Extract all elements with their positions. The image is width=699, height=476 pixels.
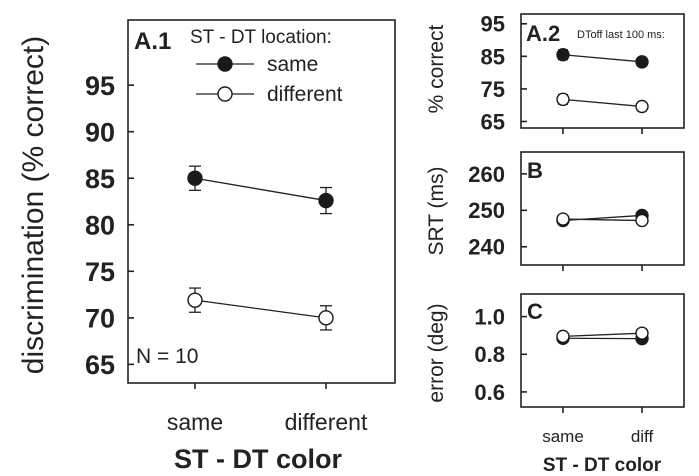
panel-c: C error (deg) ST - DT color 0.6 0.8 1.0 sam… xyxy=(425,293,685,476)
series-line-filled xyxy=(562,54,643,63)
y-tick-label: 250 xyxy=(468,198,505,223)
panel-a1-y-axis-title: discrimination (% correct) xyxy=(17,36,50,374)
data-point-filled xyxy=(635,55,649,69)
panel-a2-y-axis-title: % correct xyxy=(425,24,448,113)
panel-c-label: C xyxy=(527,299,543,324)
panel-a2-label: A.2 xyxy=(526,21,560,46)
y-tick-label: 85 xyxy=(481,44,505,69)
panel-c-plot: 0.6 0.8 1.0 same diff xyxy=(474,305,653,446)
y-tick-label: 1.0 xyxy=(474,305,505,330)
data-point-open xyxy=(556,92,570,107)
data-point-open xyxy=(635,99,649,114)
series-line-open xyxy=(562,332,643,338)
panel-b-y-axis-title: SRT (ms) xyxy=(425,166,448,255)
panel-b-frame xyxy=(520,151,685,266)
series-line-open xyxy=(194,299,327,319)
panel-b: B SRT (ms) 240 250 260 xyxy=(425,151,685,271)
legend-different-label: different xyxy=(267,83,343,106)
sample-size-annotation: N = 10 xyxy=(136,345,198,368)
legend-different-marker xyxy=(217,86,233,102)
panel-a1-frame xyxy=(127,19,396,384)
data-point-open xyxy=(635,326,649,340)
panel-c-y-axis-title: error (deg) xyxy=(425,303,448,402)
panel-a2-frame xyxy=(520,13,685,129)
panel-a2-note: DToff last 100 ms: xyxy=(577,29,665,41)
data-point-open xyxy=(635,213,649,228)
series-line-filled xyxy=(194,177,327,202)
data-point-filled xyxy=(318,192,334,209)
x-tick-label: same xyxy=(542,427,584,446)
y-tick-label: 95 xyxy=(85,71,115,101)
panel-a1: A.1 ST - DT location: same different N =… xyxy=(17,19,396,474)
panel-a1-x-axis-title: ST - DT color xyxy=(174,444,342,474)
y-tick-label: 75 xyxy=(481,77,505,102)
panel-a2-plot: 65 75 85 95 xyxy=(481,12,649,134)
panel-c-frame xyxy=(520,293,685,408)
series-line-open xyxy=(562,98,643,108)
y-tick-label: 65 xyxy=(85,350,115,380)
legend-title: ST - DT location: xyxy=(190,27,332,48)
y-tick-label: 240 xyxy=(468,235,505,260)
data-point-open xyxy=(556,329,570,344)
x-tick-label: different xyxy=(285,409,368,435)
panel-b-label: B xyxy=(527,158,543,183)
series-line-open xyxy=(562,218,643,222)
y-tick-label: 260 xyxy=(468,162,505,187)
y-tick-label: 65 xyxy=(481,109,505,134)
data-point-open xyxy=(556,212,570,226)
legend-same-label: same xyxy=(267,53,318,76)
y-tick-label: 90 xyxy=(85,117,115,147)
y-tick-label: 70 xyxy=(85,304,115,334)
panel-b-plot: 240 250 260 xyxy=(468,162,649,271)
y-tick-label: 75 xyxy=(85,257,115,287)
panel-a1-plot: 65 70 75 80 85 90 95 same different xyxy=(85,71,368,435)
data-point-filled xyxy=(187,170,203,186)
y-tick-label: 85 xyxy=(85,164,115,194)
legend-same-marker xyxy=(217,56,233,72)
panel-a2: A.2 DToff last 100 ms: % correct 65 75 85 9… xyxy=(425,12,685,134)
panel-a1-label: A.1 xyxy=(134,28,171,55)
y-tick-label: 0.8 xyxy=(474,342,505,367)
data-point-filled xyxy=(556,48,570,62)
x-tick-label: same xyxy=(167,409,223,435)
y-tick-label: 80 xyxy=(85,210,115,240)
data-point-open xyxy=(318,310,334,326)
panel-c-x-axis-title: ST - DT color xyxy=(543,455,662,476)
y-tick-label: 0.6 xyxy=(474,380,505,405)
data-point-open xyxy=(187,292,203,308)
y-tick-label: 95 xyxy=(481,12,505,37)
x-tick-label: diff xyxy=(631,427,654,446)
